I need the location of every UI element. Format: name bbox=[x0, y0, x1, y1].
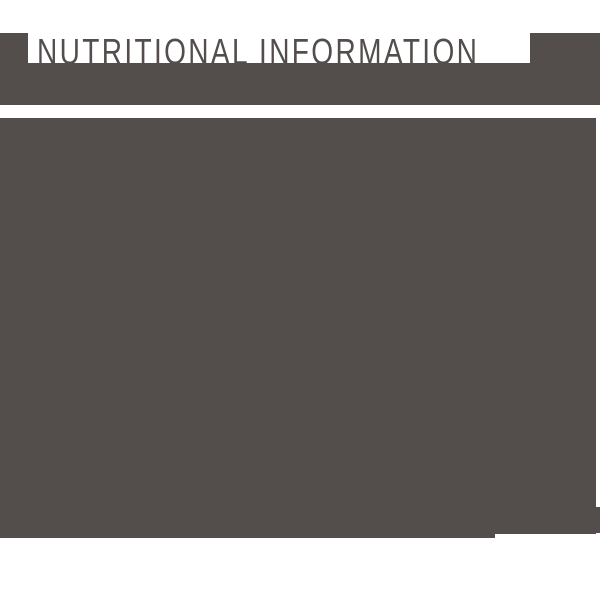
title-knockout-box: NUTRITIONAL INFORMATION bbox=[28, 33, 530, 70]
section-title: NUTRITIONAL INFORMATION bbox=[37, 31, 480, 72]
content-placeholder-block bbox=[0, 118, 596, 534]
scrollbar-thumb[interactable] bbox=[596, 507, 600, 533]
scrollbar-track[interactable] bbox=[596, 118, 600, 538]
content-block-bottom-step bbox=[0, 534, 495, 538]
